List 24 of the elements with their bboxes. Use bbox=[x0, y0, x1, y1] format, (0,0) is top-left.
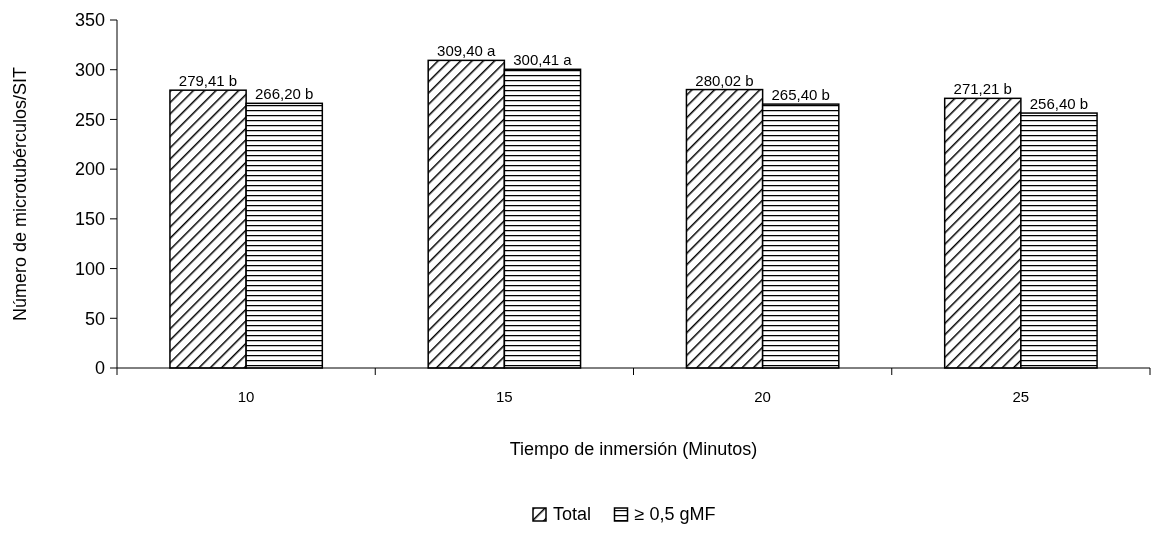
y-tick-label: 0 bbox=[94, 358, 105, 379]
legend-label: ≥ 0,5 gMF bbox=[634, 504, 716, 524]
legend-label: Total bbox=[553, 504, 592, 524]
data-label: 256,40 b bbox=[1029, 95, 1089, 113]
data-label: 266,20 b bbox=[255, 85, 314, 103]
x-tick-label: 25 bbox=[1012, 388, 1030, 405]
y-tick-label: 350 bbox=[74, 10, 105, 31]
y-tick-label: 50 bbox=[84, 308, 105, 329]
y-tick-label: 250 bbox=[74, 109, 105, 130]
data-label: 309,40 a bbox=[437, 42, 497, 60]
data-label: 300,41 a bbox=[513, 51, 573, 69]
x-tick-label: 15 bbox=[496, 388, 513, 405]
y-axis-title: Número de microtubérculos/SIT bbox=[10, 66, 30, 322]
data-label: 279,41 b bbox=[178, 72, 238, 90]
y-tick-label: 200 bbox=[74, 159, 105, 180]
x-tick-label: 20 bbox=[754, 388, 771, 405]
y-tick-label: 150 bbox=[74, 209, 105, 230]
x-axis-title: Tiempo de inmersión (Minutos) bbox=[509, 439, 758, 459]
data-label: 280,02 b bbox=[695, 71, 754, 89]
data-label: 265,40 b bbox=[771, 86, 830, 104]
x-tick-label: 10 bbox=[237, 388, 255, 405]
y-tick-label: 300 bbox=[74, 60, 105, 81]
data-label: 271,21 b bbox=[953, 80, 1012, 98]
y-tick-label: 100 bbox=[74, 258, 105, 279]
